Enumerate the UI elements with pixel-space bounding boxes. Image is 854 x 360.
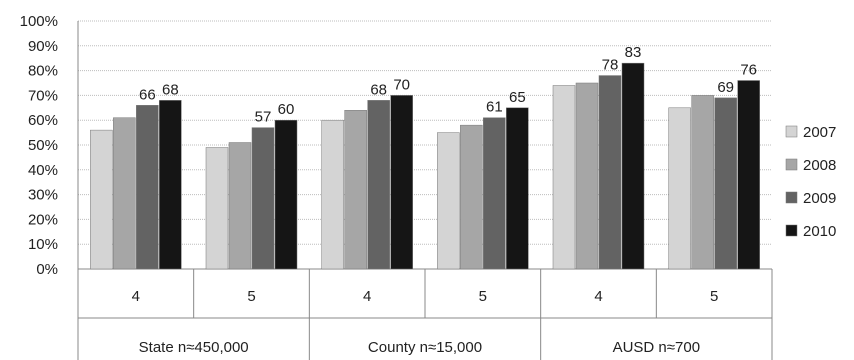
- legend-swatch-2009: [785, 191, 798, 204]
- legend: 2007 2008 2009 2010: [785, 124, 836, 240]
- bar-2010: [159, 100, 182, 270]
- data-label: 78: [602, 57, 619, 74]
- data-label: 69: [717, 79, 734, 96]
- legend-label: 2007: [803, 124, 836, 141]
- data-labels: 66 57 68 61 78 69 68 60 70 65 83 76: [139, 44, 757, 125]
- y-tick-label: 50%: [28, 137, 58, 154]
- bar-2007: [668, 107, 691, 270]
- x-axis: 4 5 4 5 4 5 State n≈450,000 County n≈15,000 AUSD…: [77, 269, 773, 360]
- bar-2009: [251, 127, 275, 270]
- x-tick-label: 5: [479, 288, 487, 305]
- y-tick-label: 10%: [28, 236, 58, 253]
- y-tick-label: 100%: [20, 13, 58, 30]
- bar-2010: [621, 62, 645, 270]
- bar-2007: [205, 147, 229, 270]
- x-tick-label: 5: [247, 288, 255, 305]
- bar-2009: [136, 105, 159, 270]
- legend-label: 2010: [803, 223, 836, 240]
- bar-2008: [113, 117, 136, 270]
- bar-2007: [437, 132, 460, 270]
- x-tick-label: 4: [594, 288, 602, 305]
- data-label: 68: [370, 81, 387, 98]
- y-tick-label: 70%: [28, 87, 58, 104]
- data-label: 61: [486, 99, 503, 116]
- y-axis: 0% 10% 20% 30% 40% 50% 60% 70% 80% 90% 100%: [20, 13, 79, 278]
- legend-label: 2008: [803, 157, 836, 174]
- x-group-label: State n≈450,000: [139, 339, 249, 356]
- x-tick-label: 4: [132, 288, 140, 305]
- legend-label: 2009: [803, 190, 836, 207]
- bar-2008: [460, 124, 483, 270]
- x-tick-label: 4: [363, 288, 371, 305]
- legend-swatch-2010: [785, 224, 798, 237]
- data-label: 83: [625, 44, 642, 61]
- bar-2009: [367, 100, 390, 270]
- data-label: 68: [162, 81, 179, 98]
- data-label: 76: [740, 62, 757, 79]
- y-tick-label: 60%: [28, 112, 58, 129]
- bar-2008: [575, 82, 599, 270]
- x-tick-label: 5: [710, 288, 718, 305]
- y-tick-label: 30%: [28, 187, 58, 204]
- bar-2007: [90, 129, 113, 270]
- y-tick-label: 20%: [28, 211, 58, 228]
- bar-2010: [506, 107, 529, 270]
- legend-swatch-2007: [785, 125, 798, 138]
- data-label: 60: [278, 101, 295, 118]
- bar-2007: [321, 119, 344, 270]
- data-label: 65: [509, 89, 526, 106]
- grid-lines: [78, 20, 772, 270]
- bar-2009: [598, 75, 622, 270]
- y-tick-label: 0%: [36, 261, 58, 278]
- x-group-label: AUSD n≈700: [613, 339, 700, 356]
- data-label: 70: [393, 76, 410, 93]
- legend-swatch-2008: [785, 158, 798, 171]
- bar-2010: [274, 119, 298, 270]
- bar-2007: [552, 85, 576, 270]
- bars: [90, 62, 760, 270]
- x-group-label: County n≈15,000: [368, 339, 482, 356]
- y-tick-label: 80%: [28, 63, 58, 80]
- bar-2008: [691, 95, 714, 270]
- bar-2008: [228, 142, 252, 270]
- bar-2010: [390, 95, 413, 270]
- data-label: 57: [255, 109, 272, 126]
- bar-2009: [714, 97, 737, 270]
- data-label: 66: [139, 86, 156, 103]
- bar-2010: [737, 80, 760, 270]
- y-tick-label: 40%: [28, 162, 58, 179]
- y-tick-label: 90%: [28, 38, 58, 55]
- bar-2008: [344, 110, 367, 270]
- bar-2009: [483, 117, 506, 270]
